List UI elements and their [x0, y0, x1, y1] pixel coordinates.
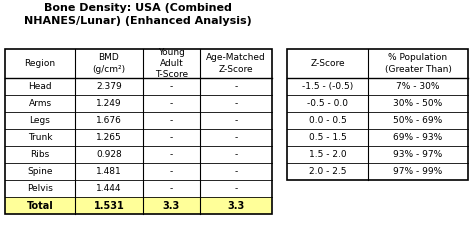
Text: Bone Density: USA (Combined
NHANES/Lunar) (Enhanced Analysis): Bone Density: USA (Combined NHANES/Lunar…: [24, 3, 252, 26]
Text: % Population
(Greater Than): % Population (Greater Than): [384, 53, 451, 74]
Text: 3.3: 3.3: [228, 200, 245, 210]
Bar: [5, 197, 272, 214]
Text: -0.5 - 0.0: -0.5 - 0.0: [307, 99, 348, 108]
Text: -: -: [234, 116, 237, 125]
Text: -: -: [234, 167, 237, 176]
Text: 1.249: 1.249: [96, 99, 122, 108]
Bar: [287, 49, 468, 180]
Text: Z-Score: Z-Score: [310, 59, 345, 68]
Text: -: -: [234, 82, 237, 91]
Text: 1.481: 1.481: [96, 167, 122, 176]
Text: 3.3: 3.3: [163, 200, 180, 210]
Text: -: -: [170, 184, 173, 193]
Text: 2.379: 2.379: [96, 82, 122, 91]
Text: -: -: [170, 82, 173, 91]
Bar: [5, 49, 272, 214]
Text: 1.531: 1.531: [94, 200, 124, 210]
Text: 0.5 - 1.5: 0.5 - 1.5: [309, 133, 346, 142]
Text: -: -: [234, 99, 237, 108]
Text: 1.444: 1.444: [96, 184, 122, 193]
Text: Spine: Spine: [27, 167, 53, 176]
Text: Legs: Legs: [29, 116, 50, 125]
Text: 0.928: 0.928: [96, 150, 122, 159]
Text: 1.5 - 2.0: 1.5 - 2.0: [309, 150, 346, 159]
Text: -: -: [170, 167, 173, 176]
Text: -: -: [170, 99, 173, 108]
Text: Head: Head: [28, 82, 52, 91]
Text: Trunk: Trunk: [28, 133, 52, 142]
Text: -: -: [234, 133, 237, 142]
Text: Pelvis: Pelvis: [27, 184, 53, 193]
Text: -: -: [170, 150, 173, 159]
Text: 69% - 93%: 69% - 93%: [393, 133, 443, 142]
Text: -: -: [170, 133, 173, 142]
Text: 50% - 69%: 50% - 69%: [393, 116, 443, 125]
Text: 0.0 - 0.5: 0.0 - 0.5: [309, 116, 346, 125]
Text: 2.0 - 2.5: 2.0 - 2.5: [309, 167, 346, 176]
Text: 93% - 97%: 93% - 97%: [393, 150, 443, 159]
Text: 30% - 50%: 30% - 50%: [393, 99, 443, 108]
Text: -1.5 - (-0.5): -1.5 - (-0.5): [302, 82, 353, 91]
Text: Total: Total: [27, 200, 54, 210]
Text: Ribs: Ribs: [30, 150, 50, 159]
Text: Age-Matched
Z-Score: Age-Matched Z-Score: [206, 53, 266, 74]
Text: BMD
(g/cm²): BMD (g/cm²): [92, 53, 126, 74]
Text: 97% - 99%: 97% - 99%: [393, 167, 443, 176]
Text: -: -: [234, 184, 237, 193]
Text: Region: Region: [25, 59, 55, 68]
Text: -: -: [170, 116, 173, 125]
Text: 1.676: 1.676: [96, 116, 122, 125]
Text: -: -: [234, 150, 237, 159]
Text: 7% - 30%: 7% - 30%: [396, 82, 440, 91]
Text: Young
Adult
T-Score: Young Adult T-Score: [155, 48, 188, 79]
Text: Arms: Arms: [28, 99, 52, 108]
Text: 1.265: 1.265: [96, 133, 122, 142]
